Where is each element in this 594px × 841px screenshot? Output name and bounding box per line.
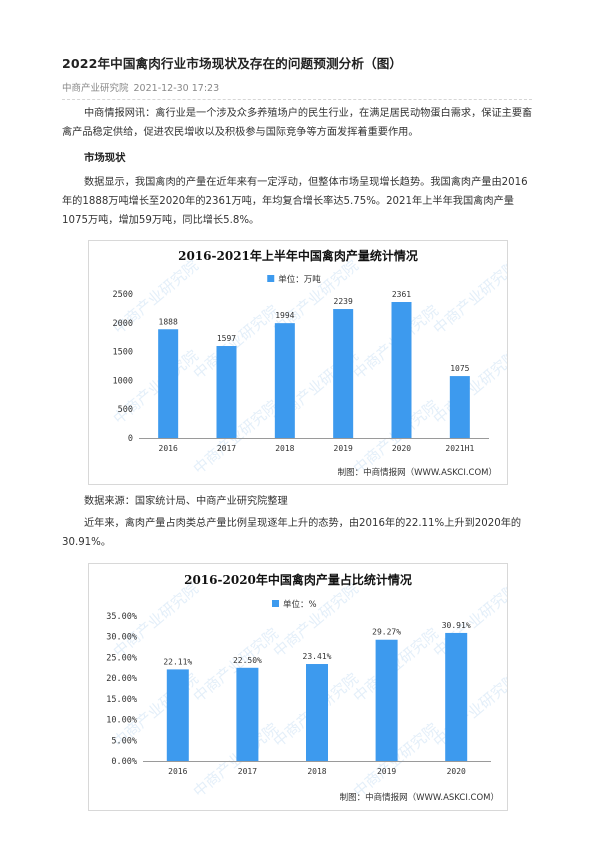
x-tick-label: 2019 (377, 767, 396, 776)
watermark-text: 中商产业研究院 (190, 625, 282, 706)
bar (166, 669, 189, 761)
y-tick-label: 25.00% (106, 653, 137, 663)
x-tick-label: 2016 (168, 767, 187, 776)
market-paragraph: 数据显示，我国禽肉的产量在近年来有一定浮动，但整体市场呈现增长趋势。我国禽肉产量… (62, 177, 528, 226)
y-tick-label: 0.00% (111, 757, 137, 767)
share-chart: 中商产业研究院 中商产业研究院 中商产业研究院 中商产业研究院 中商产业研究院 中商产业研… (88, 563, 508, 811)
production-chart: 中商产业研究院 中商产业研究院 中商产业研究院 中商产业研究院 中商产业研究院 中商产业研… (88, 240, 508, 485)
x-tick-label: 2018 (307, 767, 326, 776)
chart-title: 2016-2021年上半年中国禽肉产量统计情况 (178, 248, 418, 263)
data-label: 1994 (275, 311, 294, 320)
article-title: 2022年中国禽肉行业市场现状及存在的问题预测分析（图） (62, 56, 403, 71)
article-date: 2021-12-30 17:23 (133, 83, 220, 94)
x-tick-label: 2017 (238, 767, 257, 776)
y-tick-label: 35.00% (106, 612, 137, 622)
x-tick-label: 2019 (334, 444, 353, 453)
bar (158, 329, 179, 438)
x-tick-label: 2020 (447, 767, 466, 776)
section-heading: 市场现状 (84, 152, 126, 164)
legend-label: 单位：万吨 (278, 274, 321, 285)
watermark-text: 中商产业研究院 (430, 670, 507, 751)
bar (236, 667, 259, 761)
data-label: 30.91% (442, 621, 471, 630)
title-divider (62, 99, 532, 100)
y-tick-label: 5.00% (111, 736, 137, 746)
legend-label: 单位：% (283, 599, 317, 610)
bar (445, 632, 468, 761)
data-label: 22.50% (233, 656, 262, 665)
watermark-text: 中商产业研究院 (110, 347, 202, 428)
y-tick-label: 10.00% (106, 716, 137, 726)
y-tick-label: 20.00% (106, 674, 137, 684)
intro-paragraph: 中商情报网讯：禽行业是一个涉及众多养殖场户的民生行业，在满足居民动物蛋白需求，保… (62, 108, 533, 138)
watermark-text: 中商产业研究院 (430, 257, 507, 338)
x-tick-label: 2020 (392, 444, 411, 453)
x-tick-label: 2016 (159, 444, 178, 453)
data-label: 29.27% (372, 628, 401, 637)
y-tick-label: 1000 (113, 376, 133, 386)
chart-title: 2016-2020年中国禽肉产量占比统计情况 (184, 572, 412, 587)
data-source-note: 数据来源：国家统计局、中商产业研究院整理 (84, 496, 288, 507)
data-label: 22.11% (163, 657, 192, 666)
data-label: 2239 (334, 297, 353, 306)
data-label: 1888 (159, 317, 178, 326)
bar (216, 346, 237, 438)
y-tick-label: 1500 (113, 348, 133, 358)
article-meta: 中商产业研究院 2021-12-30 17:23 (62, 80, 219, 94)
data-label: 2361 (392, 290, 411, 299)
y-tick-label: 2500 (113, 290, 133, 300)
y-tick-label: 30.00% (106, 633, 137, 643)
y-tick-label: 0 (128, 434, 133, 444)
watermark-text: 中商产业研究院 (270, 580, 362, 661)
x-tick-label: 2017 (217, 444, 236, 453)
bar (274, 323, 295, 438)
data-label: 1597 (217, 334, 236, 343)
x-tick-label: 2021H1 (445, 444, 474, 453)
legend-swatch (272, 600, 279, 607)
data-label: 23.41% (303, 652, 332, 661)
bar (391, 302, 412, 438)
chart-credit: 制图：中商情报网（WWW.ASKCI.COM） (340, 792, 499, 803)
y-tick-label: 15.00% (106, 695, 137, 705)
chart-credit: 制图：中商情报网（WWW.ASKCI.COM） (338, 467, 497, 478)
bar (333, 309, 354, 438)
data-label: 1075 (450, 364, 469, 373)
watermark-text: 中商产业研究院 (190, 720, 282, 801)
legend-swatch (267, 275, 275, 282)
x-tick-label: 2018 (275, 444, 294, 453)
y-tick-label: 500 (118, 405, 133, 415)
article-source[interactable]: 中商产业研究院 (62, 83, 129, 94)
bar (375, 639, 398, 761)
bar (306, 664, 328, 761)
y-tick-label: 2000 (113, 319, 133, 329)
bar (449, 376, 470, 438)
share-paragraph: 近年来，禽肉产量占肉类总产量比例呈现逐年上升的态势，由2016年的22.11%上… (62, 518, 522, 548)
